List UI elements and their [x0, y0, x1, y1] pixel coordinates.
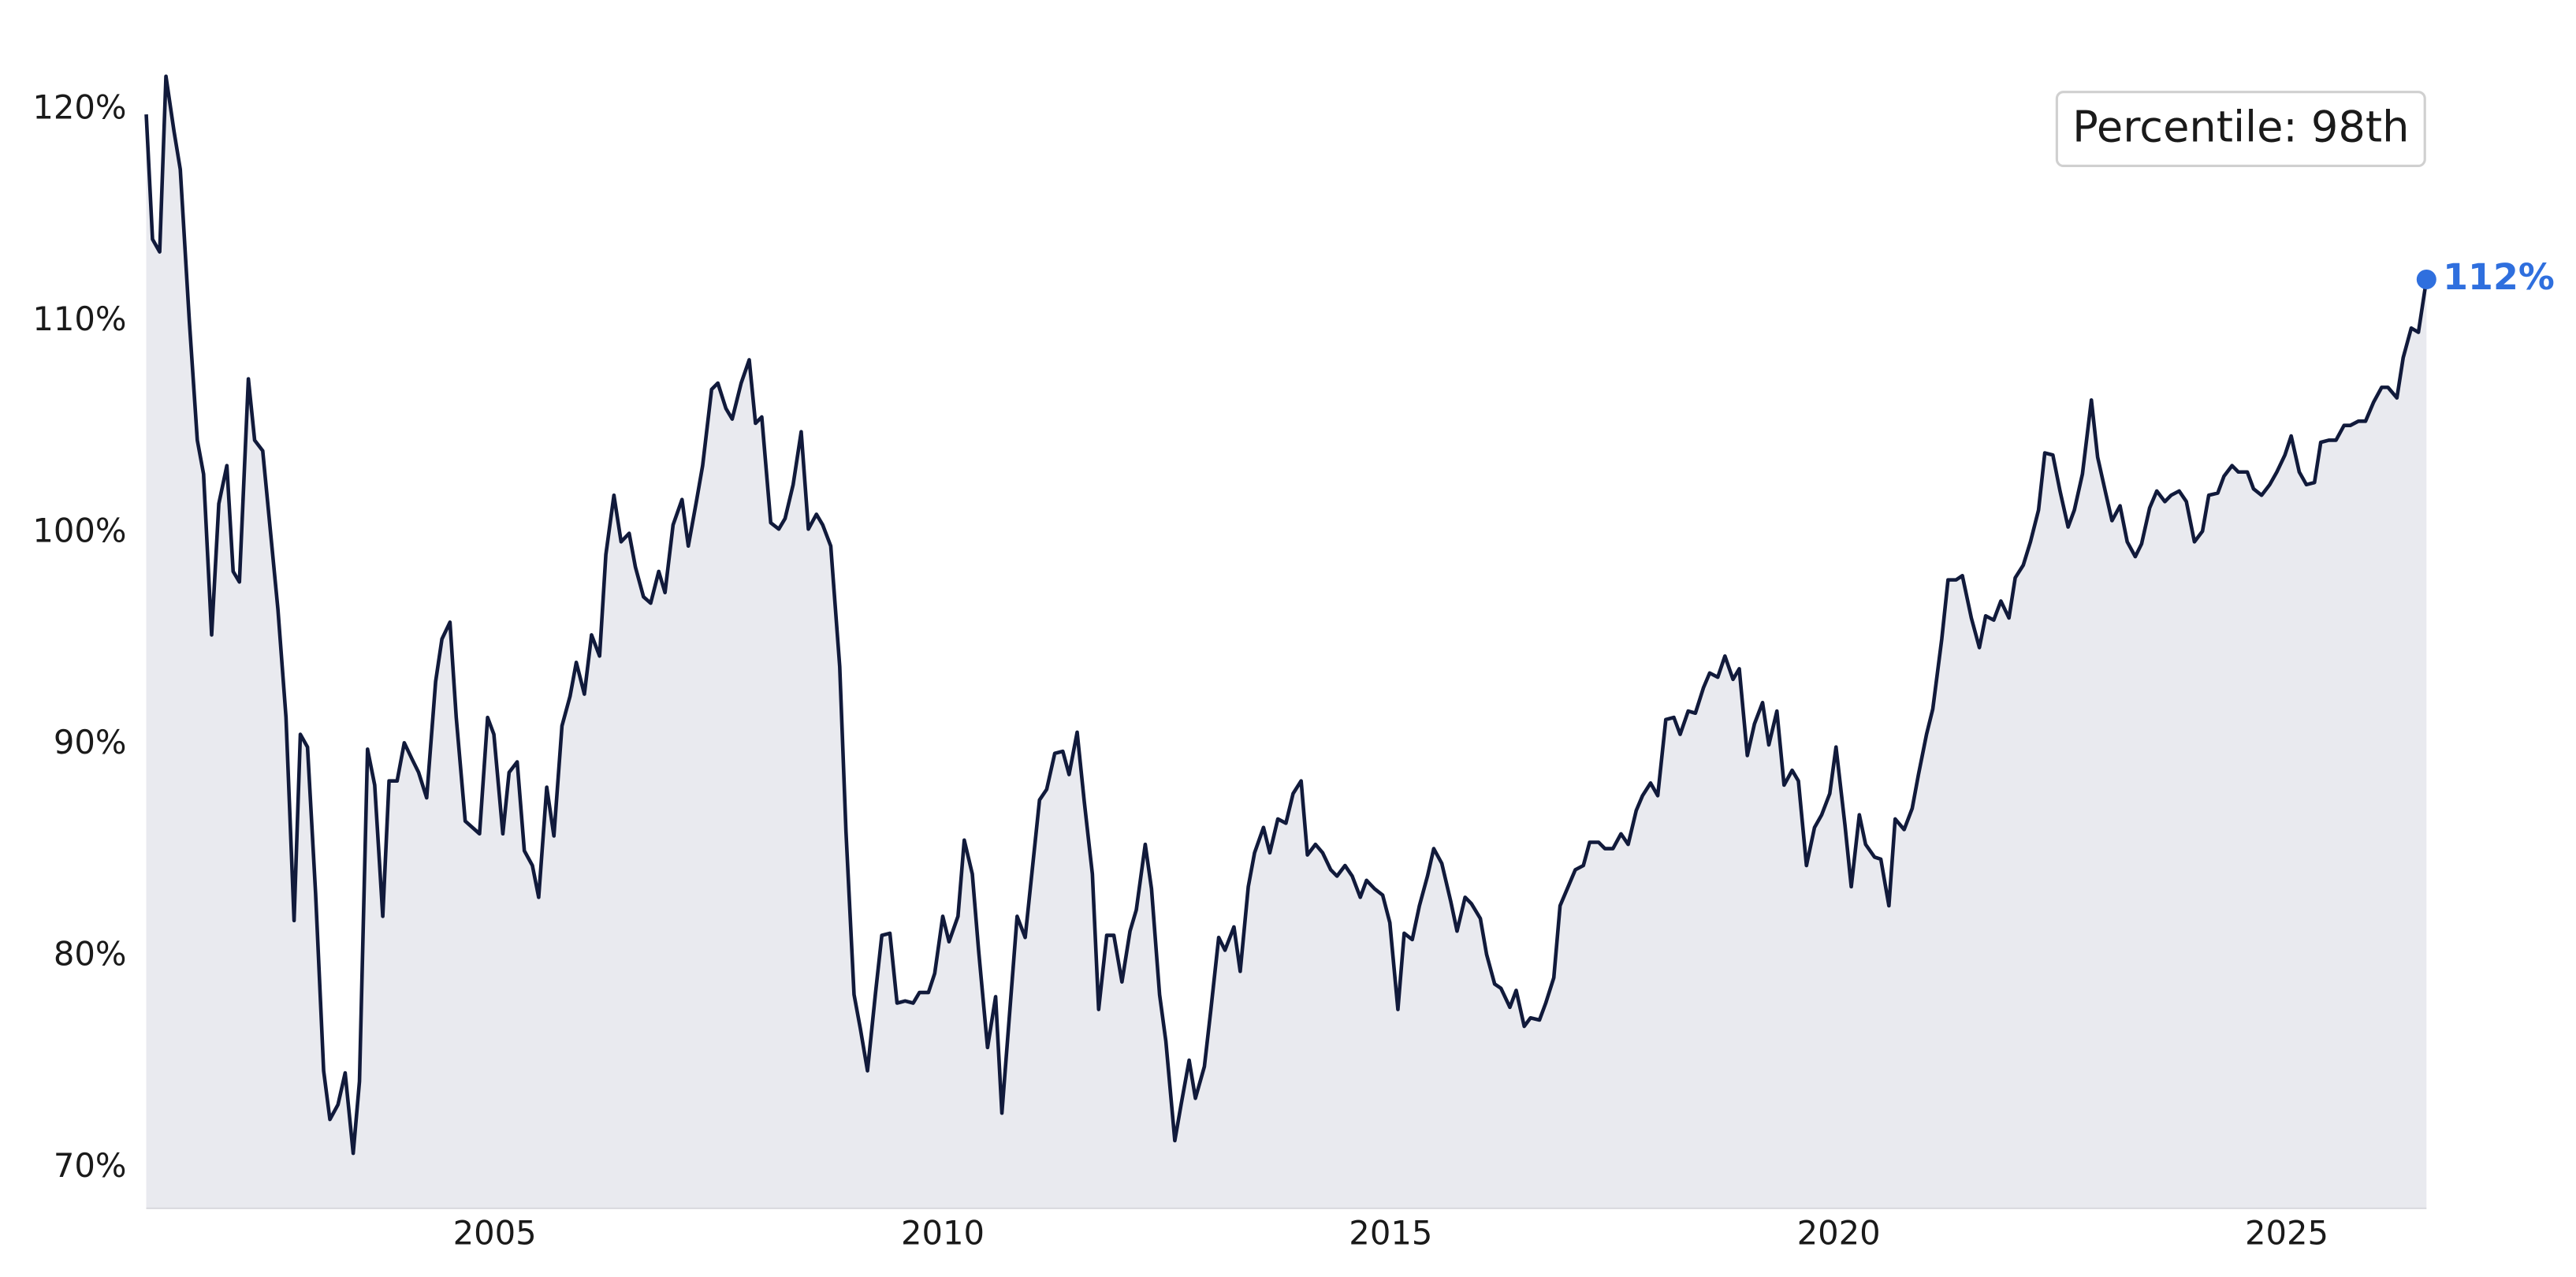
y-tick-label: 110%: [32, 300, 126, 338]
x-tick-label: 2010: [901, 1213, 985, 1252]
series-line: [144, 74, 2429, 1156]
annotation-frame: [2055, 91, 2426, 168]
annotation-text: Percentile: 98th: [2072, 102, 2409, 151]
x-tick-label: 2020: [1797, 1213, 1881, 1252]
y-tick-label: 90%: [54, 723, 127, 761]
end-label: 112%: [2443, 255, 2555, 298]
y-tick-label: 100%: [32, 512, 126, 550]
end-point: [2416, 269, 2436, 289]
y-tick-label: 120%: [32, 88, 126, 127]
x-tick-label: 2005: [453, 1213, 537, 1252]
x-tick-label: 2015: [1349, 1213, 1432, 1252]
y-tick-label: 70%: [54, 1146, 127, 1185]
y-tick-label: 80%: [54, 934, 127, 973]
annotation-box: Percentile: 98th: [2055, 91, 2426, 168]
plot-area: 112%: [144, 74, 2555, 1209]
x-tick-label: 2025: [2245, 1213, 2328, 1252]
area-fill: [146, 76, 2427, 1208]
